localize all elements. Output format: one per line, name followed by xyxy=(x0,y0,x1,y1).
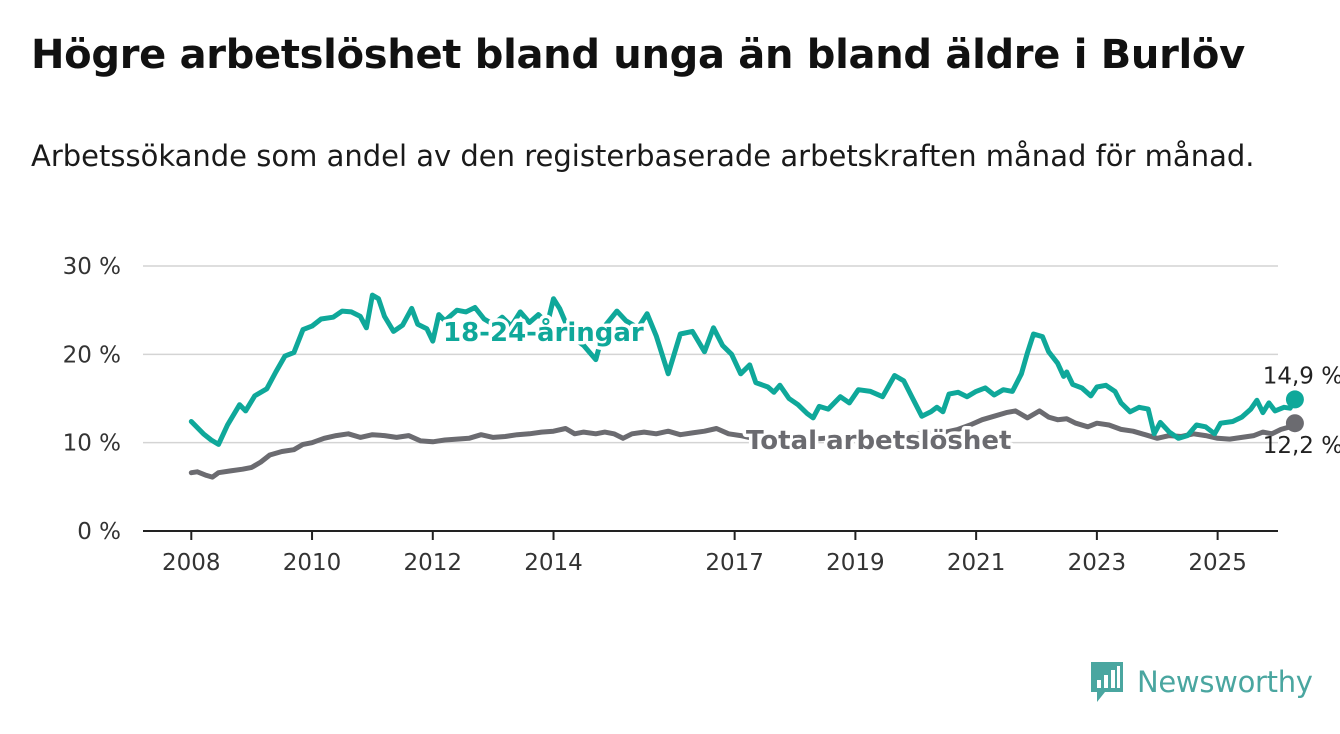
x-tick-label: 2021 xyxy=(947,550,1006,576)
series-line-total xyxy=(188,408,1298,480)
series-label-total: Total arbetslöshet xyxy=(746,426,1011,456)
line-chart: 0 % 10 % 20 % 30 % 2008 2010 2012 2014 2017 2019… xyxy=(63,254,1340,576)
series-lines xyxy=(188,292,1298,480)
y-axis-ticks: 0 % 10 % 20 % 30 % xyxy=(63,254,121,545)
chart-subtitle: Arbetssökande som andel av den registerb… xyxy=(31,139,1255,173)
newsworthy-logo: Newsworthy xyxy=(1089,660,1313,704)
x-tick-label: 2017 xyxy=(705,550,764,576)
x-tick-label: 2012 xyxy=(404,550,463,576)
x-axis-ticks: 2008 2010 2012 2014 2017 2019 2021 2023 2025 xyxy=(162,531,1247,576)
logo-name: Newsworthy xyxy=(1137,665,1313,699)
x-tick-label: 2014 xyxy=(524,550,583,576)
y-tick-label: 0 % xyxy=(77,519,121,545)
y-tick-label: 10 % xyxy=(63,431,121,457)
series-label-youth-halo: 18-24-åringar xyxy=(443,316,644,348)
x-tick-label: 2025 xyxy=(1188,550,1247,576)
x-tick-label: 2019 xyxy=(826,550,885,576)
series-label-youth: 18-24-åringar xyxy=(443,316,644,348)
x-tick-label: 2008 xyxy=(162,550,221,576)
end-label-youth: 14,9 % xyxy=(1263,363,1340,389)
x-tick-label: 2023 xyxy=(1068,550,1127,576)
grid-lines xyxy=(143,265,1278,532)
bar-chart-icon xyxy=(1091,662,1123,702)
series-label-total-halo: Total arbetslöshet xyxy=(746,426,1011,456)
series-line-youth xyxy=(188,292,1298,447)
x-tick-label: 2010 xyxy=(283,550,342,576)
end-label-total: 12,2 % xyxy=(1263,433,1340,459)
end-markers: 14,9 % 12,2 % xyxy=(1263,363,1340,459)
end-marker-total xyxy=(1285,414,1304,433)
y-tick-label: 30 % xyxy=(63,254,121,280)
chart-title: Högre arbetslöshet bland unga än bland ä… xyxy=(31,32,1245,78)
end-marker-youth xyxy=(1285,390,1304,409)
y-tick-label: 20 % xyxy=(63,342,121,368)
